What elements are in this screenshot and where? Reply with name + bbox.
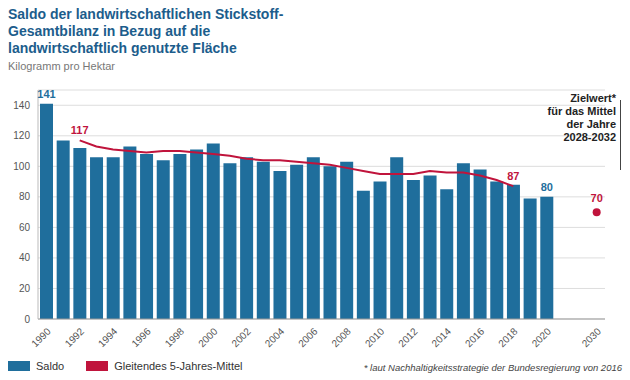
svg-text:1990: 1990 (29, 325, 53, 349)
svg-text:70: 70 (591, 192, 603, 204)
svg-text:1996: 1996 (129, 325, 153, 349)
svg-text:2002: 2002 (229, 325, 253, 349)
svg-text:80: 80 (541, 181, 553, 193)
svg-text:100: 100 (13, 161, 30, 172)
svg-text:2012: 2012 (396, 325, 420, 349)
html-text:Saldo: Saldo (36, 360, 65, 372)
svg-text:40: 40 (19, 252, 31, 263)
svg-text:2010: 2010 (363, 325, 387, 349)
html-text:Saldo der landwirtschaftlichen: Saldo der landwirtschaftlichen Stickstof… (8, 6, 284, 56)
html-text:Kilogramm pro Hektar: Kilogramm pro Hektar (8, 60, 115, 72)
html-text:der Jahre: der Jahre (566, 118, 616, 130)
html-text:für das Mittel: für das Mittel (547, 105, 616, 117)
svg-text:2000: 2000 (196, 325, 220, 349)
svg-text:2014: 2014 (429, 325, 453, 349)
svg-text:1998: 1998 (163, 325, 187, 349)
svg-text:0: 0 (24, 314, 30, 325)
svg-text:2008: 2008 (329, 325, 353, 349)
svg-text:80: 80 (19, 191, 31, 202)
svg-text:140: 140 (13, 100, 30, 111)
svg-text:2018: 2018 (496, 325, 520, 349)
html-text:* laut Nachhaltigkeitsstrategi: * laut Nachhaltigkeitsstrategie der Bund… (363, 362, 622, 373)
svg-text:87: 87 (507, 170, 519, 182)
svg-text:2016: 2016 (463, 325, 487, 349)
html-text:Gleitendes 5-Jahres-Mittel: Gleitendes 5-Jahres-Mittel (114, 360, 243, 372)
svg-text:120: 120 (13, 130, 30, 141)
svg-text:141: 141 (37, 88, 55, 100)
html-text:2028-2032: 2028-2032 (563, 131, 616, 143)
svg-text:2004: 2004 (263, 325, 287, 349)
html-text:Zielwert*: Zielwert* (570, 92, 616, 104)
svg-text:1992: 1992 (63, 325, 87, 349)
svg-text:2020: 2020 (530, 325, 554, 349)
svg-text:2030: 2030 (580, 325, 604, 349)
svg-text:1994: 1994 (96, 325, 120, 349)
svg-text:60: 60 (19, 222, 31, 233)
svg-text:20: 20 (19, 283, 31, 294)
svg-text:2006: 2006 (296, 325, 320, 349)
svg-text:117: 117 (71, 124, 89, 136)
